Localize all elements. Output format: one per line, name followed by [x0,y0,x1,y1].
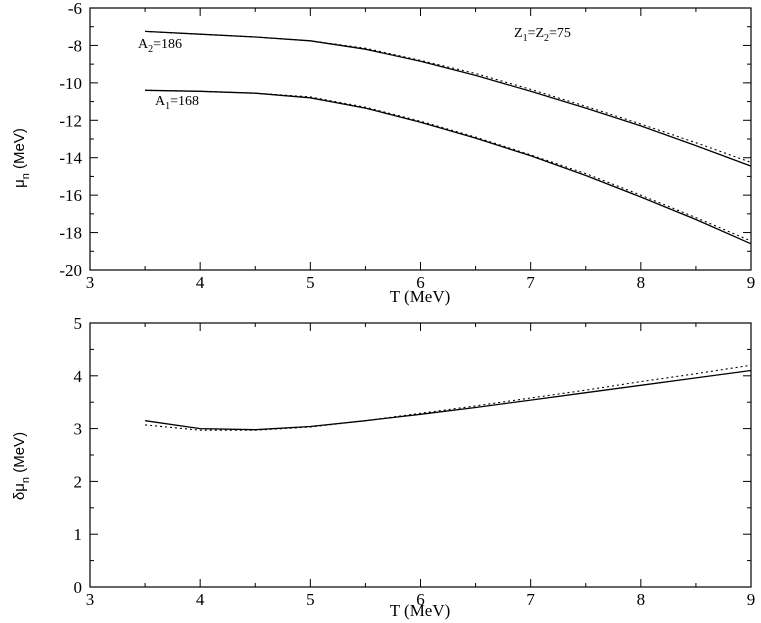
chemical-potential-panel: 3 4 5 6 7 8 9 -20 -18 -16 -14 -12 -10 -8 -6 T (MeV) μn… [11,0,755,306]
curve-group [145,30,752,245]
series-line-dotted-1 [145,364,752,431]
series-line-dotted-1 [145,30,752,163]
tick-group: 3 4 5 6 7 8 9 -20 -18 -16 -14 -12 -10 -8 -6 [59,0,755,292]
y-axis-title: δμn (MeV) [11,432,32,500]
y-tick-label: 4 [74,367,83,386]
x-tick-label: 3 [86,590,95,609]
annotation-a2: A2=186 [138,37,182,55]
x-axis-title: T (MeV) [390,287,451,306]
curve-group [145,364,752,431]
y-tick-label: -10 [59,74,82,93]
y-tick-label: -6 [68,0,82,18]
plot-frame [89,7,752,271]
y-tick-label: 5 [74,314,83,333]
x-axis-title: T (MeV) [390,601,451,620]
x-tick-label: 6 [416,590,425,609]
tick-group: 3 4 5 6 7 8 9 0 1 2 3 4 5 [74,314,756,609]
y-tick-label: -14 [59,149,82,168]
y-tick-label: 0 [74,578,83,597]
y-tick-label: 1 [74,525,83,544]
y-tick-label: -8 [68,36,82,55]
x-tick-label: 8 [637,590,646,609]
x-tick-label: 3 [86,273,95,292]
series-line-solid-2 [145,89,752,245]
series-line-solid-0 [145,369,752,431]
y-tick-label: -16 [59,186,82,205]
y-tick-label: -18 [59,224,82,243]
plot-frame [89,322,752,588]
x-tick-label: 5 [306,273,315,292]
y-axis-title: μn (MeV) [11,128,32,188]
x-tick-label: 4 [196,273,205,292]
y-tick-label: -20 [59,261,82,280]
series-line-dotted-3 [145,89,752,242]
x-tick-label: 9 [747,273,756,292]
x-tick-label: 6 [416,273,425,292]
x-tick-label: 7 [526,273,535,292]
x-tick-label: 9 [747,590,756,609]
y-tick-label: 3 [74,420,83,439]
x-tick-label: 5 [306,590,315,609]
x-tick-label: 4 [196,590,205,609]
y-tick-label: -12 [59,111,82,130]
annotation-z: Z1=Z2=75 [514,26,571,44]
annotation-a1: A1=168 [155,94,199,112]
y-tick-label: 2 [74,472,83,491]
x-tick-label: 8 [637,273,646,292]
series-line-solid-0 [145,30,752,167]
x-tick-label: 7 [526,590,535,609]
chemical-potential-difference-panel: 3 4 5 6 7 8 9 0 1 2 3 4 5 T (MeV) δμn (MeV) [11,314,755,620]
